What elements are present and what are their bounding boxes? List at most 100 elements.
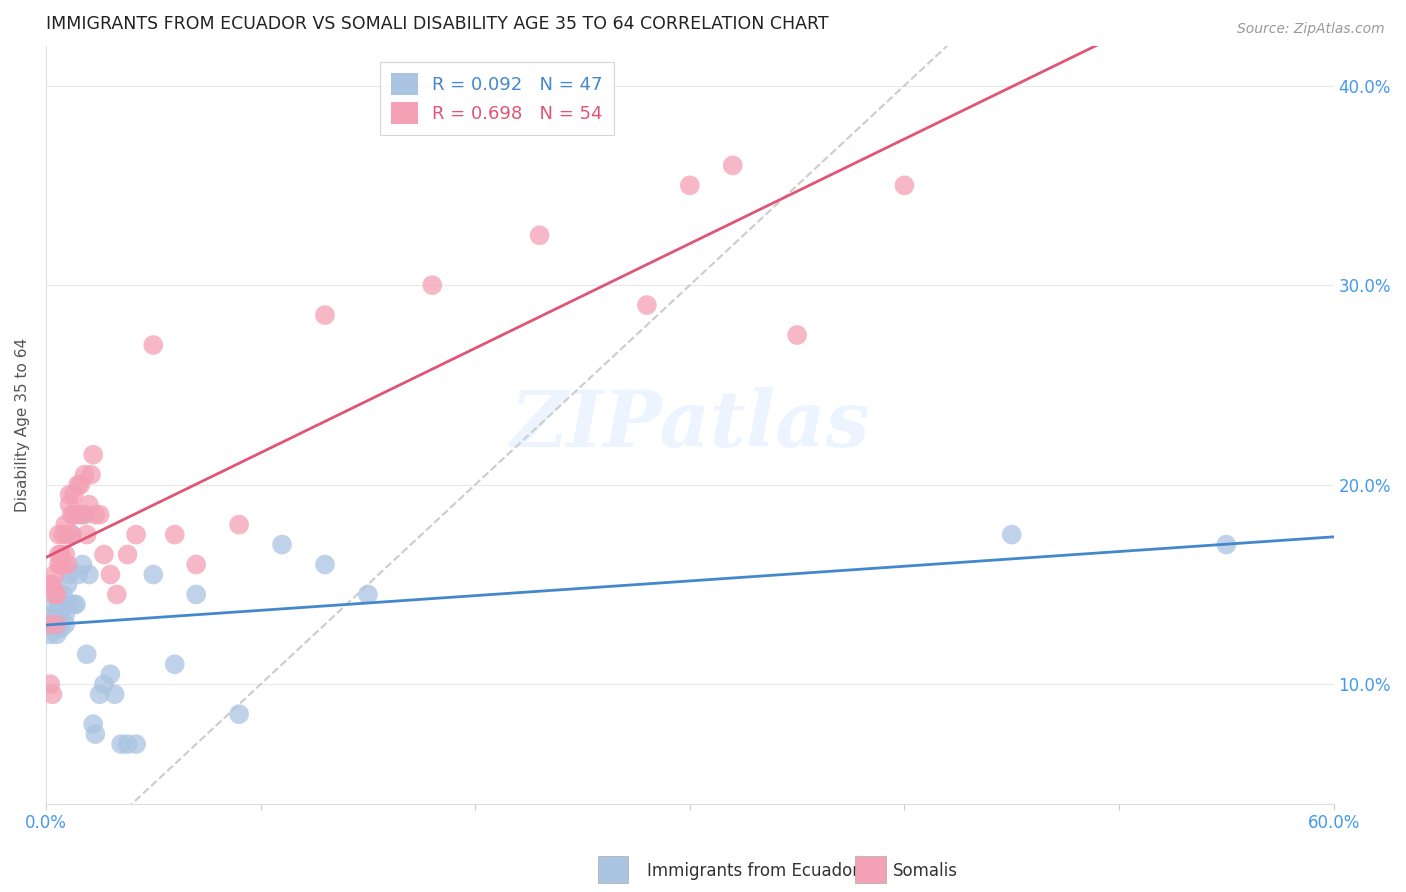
Point bbox=[53, 607, 76, 622]
Point bbox=[69, 508, 91, 522]
Point bbox=[41, 577, 63, 591]
Point bbox=[53, 617, 76, 632]
Point bbox=[65, 598, 87, 612]
Point bbox=[39, 627, 62, 641]
Point bbox=[60, 527, 83, 541]
Point bbox=[271, 537, 294, 551]
Point bbox=[58, 567, 80, 582]
Point bbox=[63, 508, 86, 522]
Point bbox=[44, 617, 66, 632]
Point bbox=[65, 508, 87, 522]
Point bbox=[420, 278, 443, 293]
Point bbox=[52, 558, 75, 572]
Point bbox=[44, 587, 66, 601]
Point bbox=[53, 548, 76, 562]
Point bbox=[72, 508, 94, 522]
Y-axis label: Disability Age 35 to 64: Disability Age 35 to 64 bbox=[15, 338, 30, 512]
Point bbox=[163, 527, 186, 541]
Point bbox=[53, 517, 76, 532]
Point bbox=[56, 577, 79, 591]
Point bbox=[84, 508, 107, 522]
Point bbox=[45, 627, 67, 641]
Point bbox=[41, 607, 63, 622]
Point bbox=[49, 558, 72, 572]
Point bbox=[104, 687, 127, 701]
Point bbox=[82, 448, 104, 462]
Legend: R = 0.092   N = 47, R = 0.698   N = 54: R = 0.092 N = 47, R = 0.698 N = 54 bbox=[380, 62, 613, 136]
Point bbox=[89, 508, 111, 522]
Point bbox=[93, 677, 115, 691]
Point bbox=[60, 508, 83, 522]
Point bbox=[77, 567, 100, 582]
Point bbox=[73, 467, 96, 482]
Point bbox=[67, 567, 90, 582]
Point bbox=[56, 558, 79, 572]
Point bbox=[44, 567, 66, 582]
Point bbox=[142, 567, 165, 582]
Point bbox=[76, 648, 98, 662]
Point bbox=[636, 298, 658, 312]
Point bbox=[48, 558, 70, 572]
Point bbox=[45, 617, 67, 632]
Point bbox=[72, 558, 94, 572]
Point bbox=[48, 527, 70, 541]
Point bbox=[56, 598, 79, 612]
Point bbox=[228, 707, 250, 722]
Point bbox=[73, 508, 96, 522]
Text: ZIPatlas: ZIPatlas bbox=[510, 386, 869, 463]
Point bbox=[186, 587, 208, 601]
Point bbox=[82, 717, 104, 731]
Point bbox=[228, 517, 250, 532]
Text: Somalis: Somalis bbox=[893, 862, 957, 880]
Point bbox=[45, 587, 67, 601]
Point bbox=[52, 527, 75, 541]
Point bbox=[49, 607, 72, 622]
Point bbox=[314, 308, 336, 322]
Point bbox=[49, 621, 72, 635]
Text: IMMIGRANTS FROM ECUADOR VS SOMALI DISABILITY AGE 35 TO 64 CORRELATION CHART: IMMIGRANTS FROM ECUADOR VS SOMALI DISABI… bbox=[46, 15, 828, 33]
Point bbox=[117, 548, 139, 562]
Point bbox=[37, 617, 59, 632]
Point bbox=[77, 498, 100, 512]
Point bbox=[98, 567, 121, 582]
Point bbox=[60, 527, 83, 541]
Point bbox=[125, 737, 148, 751]
Point bbox=[67, 477, 90, 491]
Point bbox=[721, 158, 744, 172]
Text: Immigrants from Ecuador: Immigrants from Ecuador bbox=[647, 862, 859, 880]
Point bbox=[89, 687, 111, 701]
Point bbox=[37, 617, 59, 632]
Point bbox=[105, 587, 128, 601]
Point bbox=[142, 338, 165, 352]
Point bbox=[1215, 537, 1237, 551]
Point bbox=[48, 548, 70, 562]
Point bbox=[63, 598, 86, 612]
Point bbox=[679, 178, 702, 193]
Point bbox=[529, 228, 551, 243]
Point bbox=[63, 508, 86, 522]
Point bbox=[1001, 527, 1024, 541]
Point bbox=[44, 598, 66, 612]
Point bbox=[357, 587, 380, 601]
Point bbox=[84, 727, 107, 741]
Text: Source: ZipAtlas.com: Source: ZipAtlas.com bbox=[1237, 22, 1385, 37]
Point bbox=[117, 737, 139, 751]
Point bbox=[314, 558, 336, 572]
Point bbox=[58, 598, 80, 612]
Point bbox=[52, 598, 75, 612]
Point bbox=[125, 527, 148, 541]
Point bbox=[80, 467, 103, 482]
Point bbox=[786, 328, 808, 343]
Point bbox=[163, 657, 186, 672]
Point bbox=[58, 488, 80, 502]
Point bbox=[56, 527, 79, 541]
Point bbox=[45, 607, 67, 622]
Point bbox=[893, 178, 915, 193]
Point bbox=[63, 488, 86, 502]
Point bbox=[98, 667, 121, 681]
Point bbox=[69, 477, 91, 491]
Point bbox=[49, 548, 72, 562]
Point bbox=[41, 687, 63, 701]
Point bbox=[76, 527, 98, 541]
Point bbox=[48, 617, 70, 632]
